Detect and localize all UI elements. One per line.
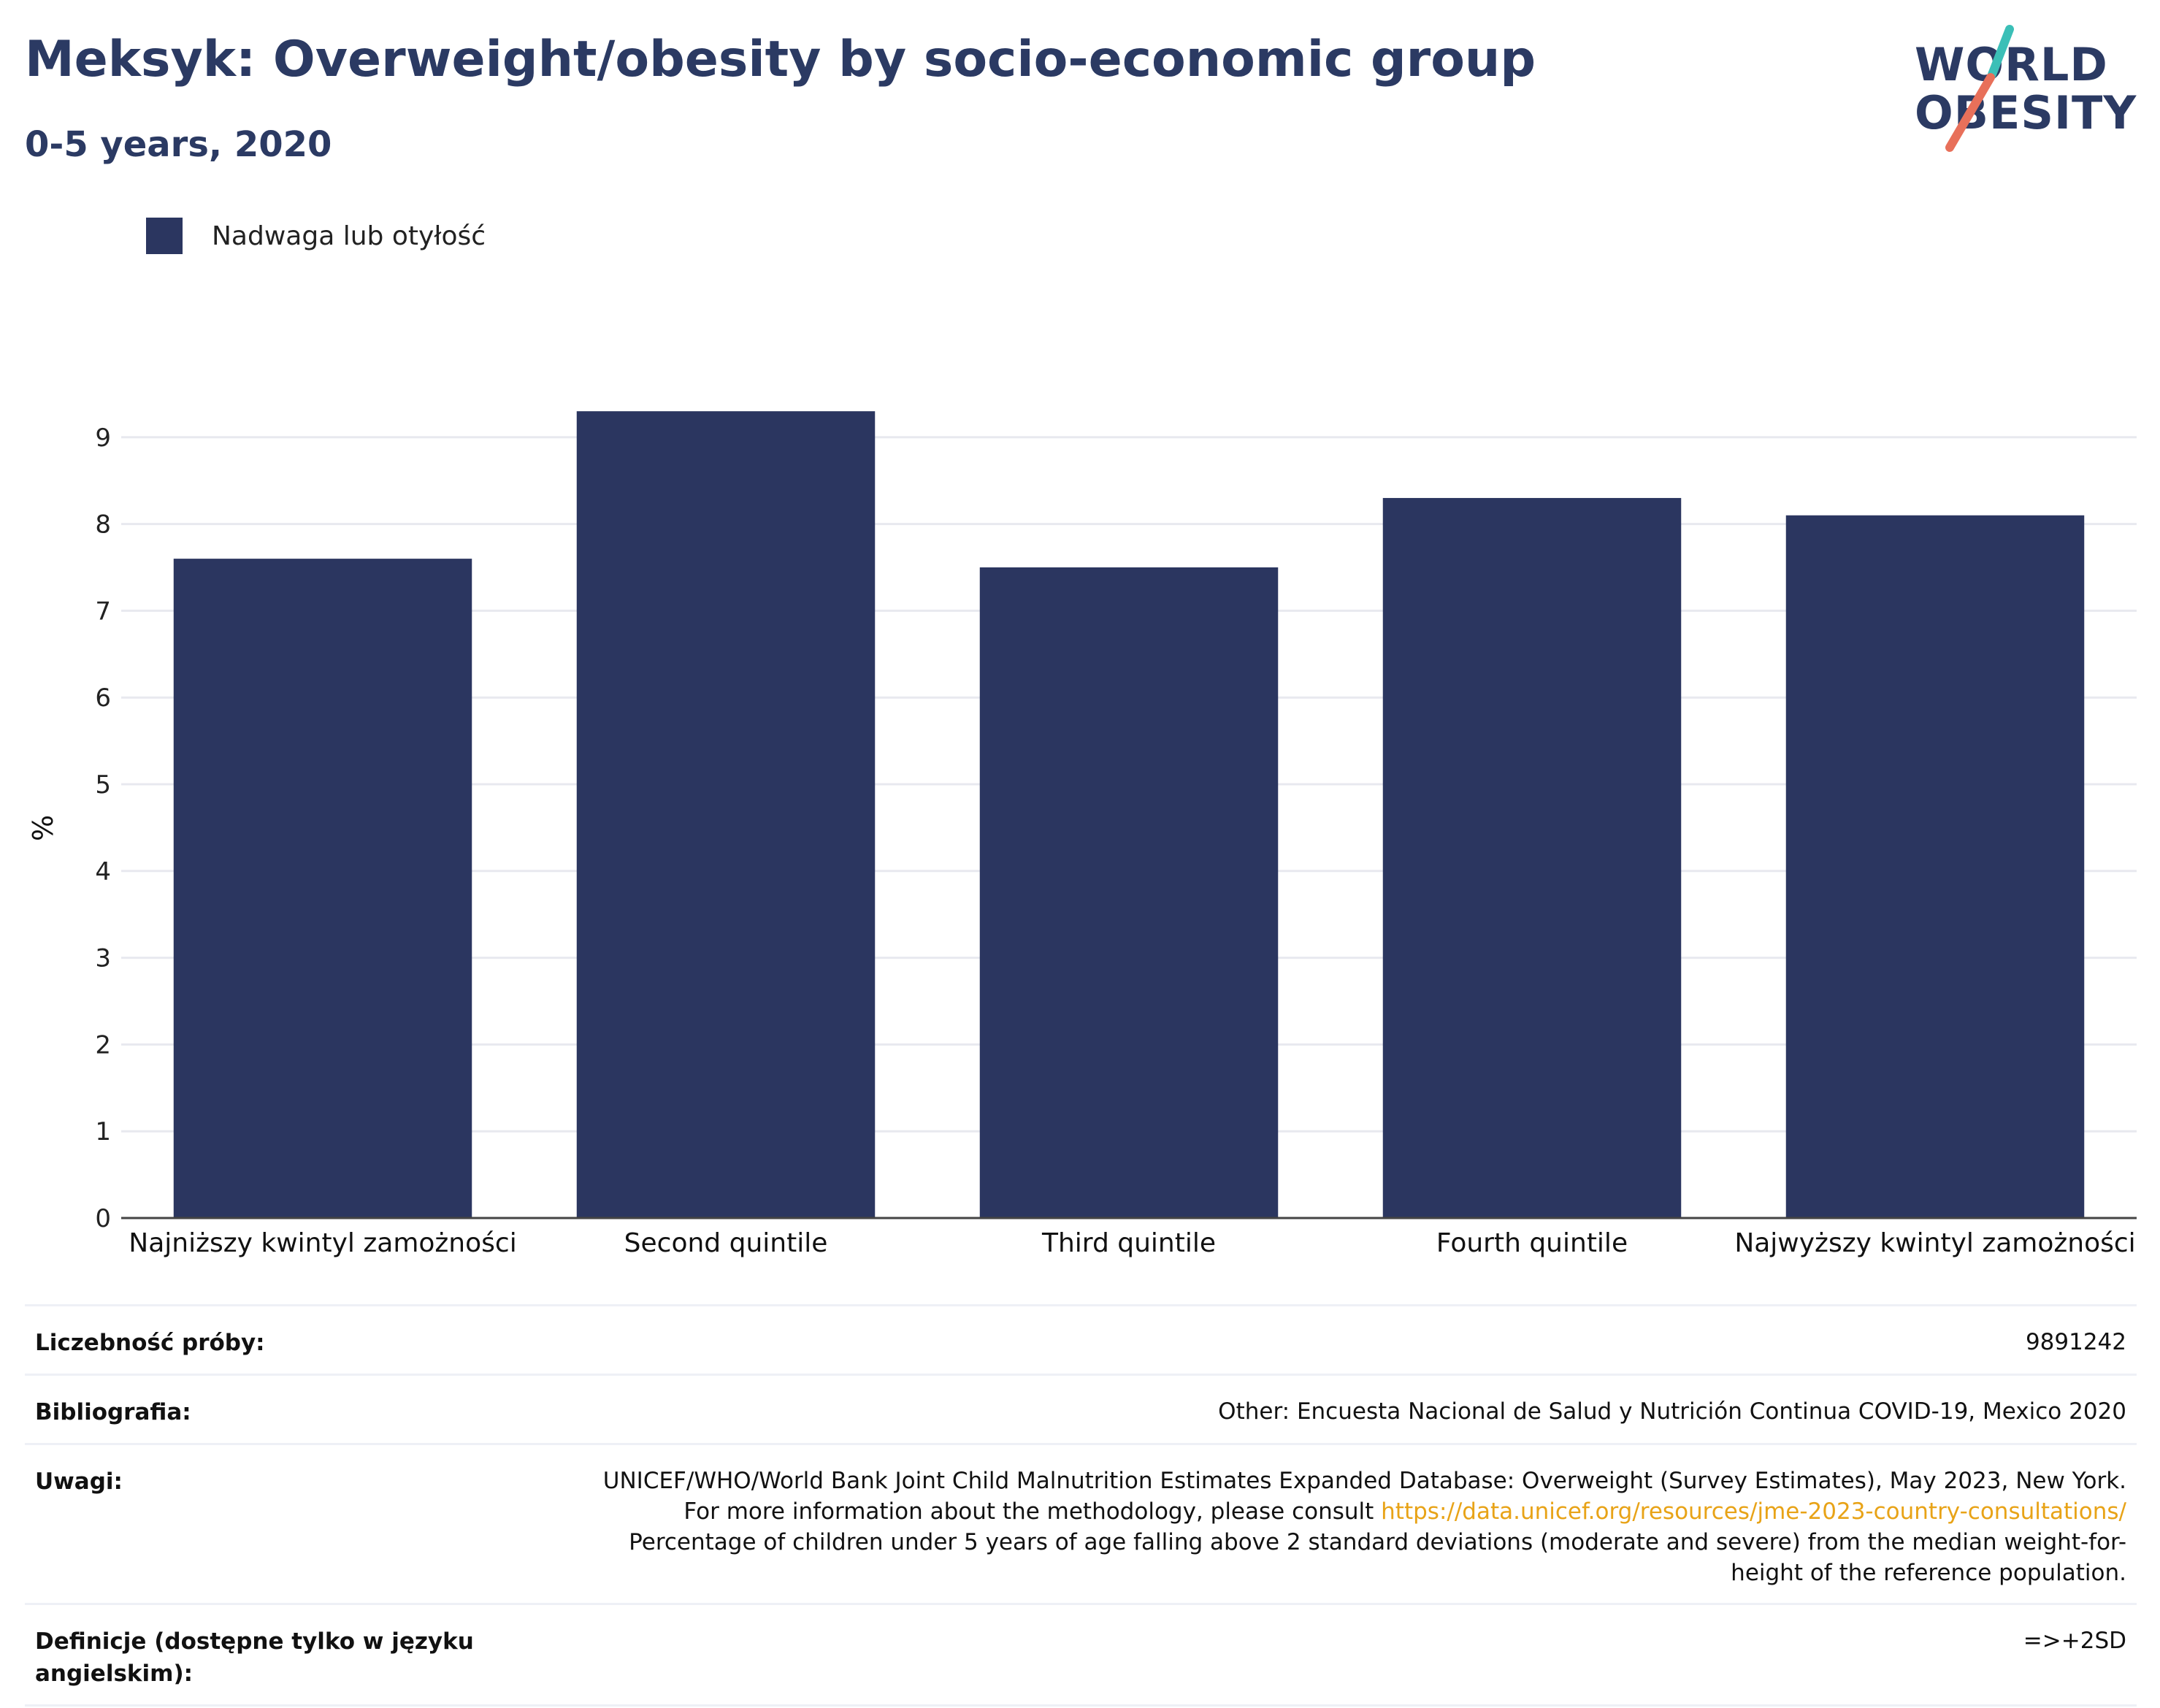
bars: [173, 411, 2085, 1219]
x-tick-label: Fourth quintile: [1436, 1228, 1628, 1258]
y-tick-label: 2: [95, 1030, 111, 1060]
world-obesity-logo: WORLD OBESITY: [1899, 22, 2147, 161]
y-tick-label: 6: [95, 683, 111, 713]
notes-text-after: Percentage of children under 5 years of …: [629, 1529, 2126, 1586]
info-key-definitions: Definicje (dostępne tylko w języku angie…: [35, 1628, 474, 1687]
y-tick-label: 1: [95, 1117, 111, 1146]
legend: Nadwaga lub otyłość: [146, 218, 486, 254]
notes-text-before: UNICEF/WHO/World Bank Joint Child Malnut…: [602, 1468, 2126, 1525]
y-tick-label: 4: [95, 857, 111, 886]
notes-link[interactable]: https://data.unicef.org/resources/jme-20…: [1381, 1498, 2126, 1525]
y-tick-label: 9: [95, 424, 111, 453]
info-row-sample-size: Liczebność próby: 9891242: [25, 1304, 2137, 1374]
info-row-notes: Uwagi: UNICEF/WHO/World Bank Joint Child…: [25, 1443, 2137, 1603]
bar[interactable]: [1785, 515, 2085, 1218]
logo-slash-coral: [1945, 73, 1995, 152]
x-tick-label: Second quintile: [624, 1228, 828, 1258]
y-tick-label: 3: [95, 944, 111, 973]
bar[interactable]: [576, 411, 876, 1219]
info-value-sample-size: 9891242: [2025, 1329, 2126, 1355]
y-tick-label: 8: [95, 510, 111, 540]
logo-text-world: WORLD: [1915, 38, 2108, 91]
bar[interactable]: [173, 559, 472, 1218]
info-key-bibliography: Bibliografia:: [35, 1399, 191, 1425]
y-axis-ticks: 0 1 2 3 4 5 6 7 8 9: [95, 424, 111, 1233]
info-table: Liczebność próby: 9891242 Bibliografia: …: [25, 1304, 2137, 1707]
y-axis-label: %: [27, 815, 59, 841]
x-tick-label: Najwyższy kwintyl zamożności: [1734, 1228, 2135, 1258]
info-key-notes: Uwagi:: [35, 1468, 123, 1495]
legend-label: Nadwaga lub otyłość: [212, 221, 486, 251]
info-value-bibliography: Other: Encuesta Nacional de Salud y Nutr…: [1218, 1398, 2126, 1425]
y-tick-label: 7: [95, 597, 111, 626]
info-value-notes: UNICEF/WHO/World Bank Joint Child Malnut…: [593, 1466, 2126, 1588]
info-row-definitions: Definicje (dostępne tylko w języku angie…: [25, 1603, 2137, 1707]
x-tick-label: Third quintile: [1041, 1228, 1216, 1258]
info-row-bibliography: Bibliografia: Other: Encuesta Nacional d…: [25, 1374, 2137, 1443]
bar-chart: 0 1 2 3 4 5 6 7 8 9 Najniższy kwintyl zamożności S…: [27, 411, 2137, 1258]
logo-slash-teal: [1988, 25, 2014, 79]
y-tick-label: 5: [95, 770, 111, 800]
info-key-sample-size: Liczebność próby:: [35, 1330, 265, 1356]
logo-slash-icon: [1945, 25, 2014, 152]
legend-swatch: [146, 218, 183, 254]
bar[interactable]: [1382, 497, 1682, 1218]
info-value-definitions: =>+2SD: [2023, 1628, 2126, 1654]
chart-title: Meksyk: Overweight/obesity by socio-econ…: [25, 31, 1536, 88]
x-axis-ticks: Najniższy kwintyl zamożności Second quint…: [129, 1228, 2135, 1258]
y-tick-label: 0: [95, 1204, 111, 1233]
chart-subtitle: 0-5 years, 2020: [25, 124, 332, 165]
bar[interactable]: [979, 567, 1279, 1218]
logo-text-obesity: OBESITY: [1915, 86, 2137, 139]
x-tick-label: Najniższy kwintyl zamożności: [129, 1228, 516, 1258]
